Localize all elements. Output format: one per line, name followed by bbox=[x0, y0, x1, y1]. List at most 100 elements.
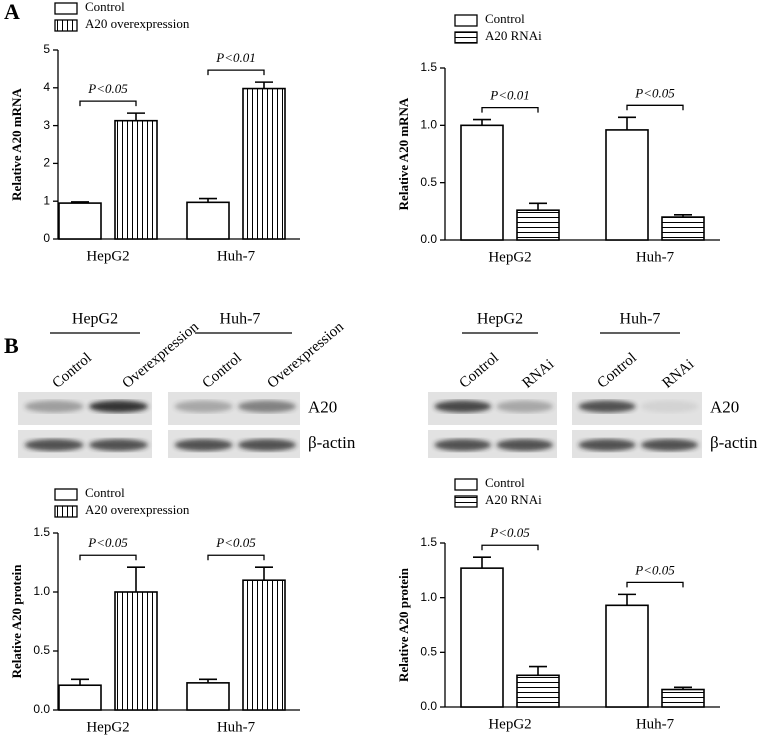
bar bbox=[114, 591, 158, 711]
bar bbox=[661, 216, 705, 241]
blot-row-label: A20 bbox=[710, 397, 739, 416]
y-tick-label: 1.0 bbox=[33, 584, 50, 598]
y-axis-label: Relative A20 mRNA bbox=[9, 88, 24, 201]
y-axis-label: Relative A20 mRNA bbox=[396, 97, 411, 210]
legend-label: A20 RNAi bbox=[485, 28, 542, 43]
bar bbox=[460, 567, 504, 708]
y-tick-label: 0.5 bbox=[420, 645, 437, 659]
blot-band bbox=[578, 400, 636, 413]
significance-bracket bbox=[207, 69, 265, 76]
lane-label: RNAi bbox=[519, 356, 557, 391]
significance-label: P<0.05 bbox=[634, 562, 675, 577]
lane-label: Control bbox=[199, 350, 244, 392]
significance-bracket bbox=[79, 100, 137, 107]
y-axis-label: Relative A20 protein bbox=[9, 564, 24, 679]
legend-swatch bbox=[54, 488, 78, 501]
x-tick-label: Huh-7 bbox=[217, 248, 256, 264]
y-tick-label: 1.5 bbox=[420, 535, 437, 549]
bar bbox=[242, 87, 286, 240]
blot-band bbox=[496, 400, 554, 413]
y-tick-label: 5 bbox=[43, 42, 50, 56]
legend-label: A20 RNAi bbox=[485, 492, 542, 507]
x-tick-label: Huh-7 bbox=[636, 249, 675, 265]
significance-label: P<0.05 bbox=[87, 81, 128, 96]
significance-bracket bbox=[481, 106, 539, 113]
lane-label: Control bbox=[456, 350, 501, 392]
bar bbox=[460, 124, 504, 241]
y-tick-label: 1.0 bbox=[420, 118, 437, 132]
panel-label: B bbox=[4, 333, 19, 358]
bar bbox=[605, 604, 649, 708]
y-tick-label: 4 bbox=[43, 80, 50, 94]
legend-label: A20 overexpression bbox=[85, 16, 190, 31]
bar bbox=[186, 682, 230, 711]
legend-label: A20 overexpression bbox=[85, 502, 190, 517]
significance-bracket bbox=[79, 554, 137, 561]
blot-group-label: HepG2 bbox=[477, 311, 523, 328]
y-tick-label: 0.5 bbox=[420, 175, 437, 189]
significance-label: P<0.01 bbox=[215, 50, 255, 65]
blot-row-label: β-actin bbox=[710, 433, 758, 452]
legend-swatch bbox=[454, 31, 478, 44]
bar bbox=[114, 119, 158, 240]
significance-bracket bbox=[207, 554, 265, 561]
legend-swatch bbox=[54, 19, 78, 32]
y-tick-label: 1.5 bbox=[33, 525, 50, 539]
lane-label: RNAi bbox=[659, 356, 697, 391]
significance-label: P<0.01 bbox=[489, 88, 529, 103]
bar bbox=[242, 579, 286, 711]
lane-label: Overexpression bbox=[264, 319, 347, 392]
lane-label: Control bbox=[594, 350, 639, 392]
x-tick-label: HepG2 bbox=[488, 249, 531, 265]
bar bbox=[661, 688, 705, 708]
blot-band bbox=[174, 439, 233, 451]
y-tick-label: 1.0 bbox=[420, 590, 437, 604]
legend-swatch bbox=[54, 2, 78, 15]
blot-row-label: A20 bbox=[308, 397, 337, 416]
legend-label: Control bbox=[85, 485, 125, 500]
legend-label: Control bbox=[85, 0, 125, 14]
blot-band bbox=[174, 400, 233, 413]
blot-row-label: β-actin bbox=[308, 433, 356, 452]
blot-band bbox=[24, 439, 84, 451]
x-tick-label: Huh-7 bbox=[636, 716, 675, 732]
x-tick-label: HepG2 bbox=[86, 248, 129, 264]
significance-bracket bbox=[481, 544, 539, 551]
legend-label: Control bbox=[485, 475, 525, 490]
bar bbox=[58, 684, 102, 711]
y-axis-label: Relative A20 protein bbox=[396, 567, 411, 682]
y-tick-label: 0.0 bbox=[420, 232, 437, 246]
significance-bracket bbox=[626, 581, 684, 588]
x-tick-label: HepG2 bbox=[488, 716, 531, 732]
significance-label: P<0.05 bbox=[634, 85, 675, 100]
blot-band bbox=[496, 439, 554, 451]
bar bbox=[516, 674, 560, 708]
x-tick-label: HepG2 bbox=[86, 719, 129, 735]
y-tick-label: 0.5 bbox=[33, 643, 50, 657]
y-tick-label: 0.0 bbox=[33, 702, 50, 716]
bar bbox=[516, 209, 560, 241]
significance-label: P<0.05 bbox=[489, 525, 530, 540]
blot-group-label: HepG2 bbox=[72, 311, 118, 328]
bar bbox=[186, 201, 230, 240]
legend-label: Control bbox=[485, 11, 525, 26]
y-tick-label: 0.0 bbox=[420, 699, 437, 713]
bar bbox=[58, 202, 102, 240]
legend-swatch bbox=[454, 478, 478, 491]
blot-band bbox=[640, 439, 699, 451]
blot-group-label: Huh-7 bbox=[620, 311, 661, 328]
panel-label: A bbox=[4, 0, 20, 24]
blot-band bbox=[640, 400, 699, 413]
legend-swatch bbox=[454, 14, 478, 27]
lane-label: Control bbox=[49, 350, 94, 392]
x-tick-label: Huh-7 bbox=[217, 719, 256, 735]
blot-band bbox=[24, 400, 84, 413]
y-tick-label: 3 bbox=[43, 118, 50, 132]
legend-swatch bbox=[54, 505, 78, 518]
blot-group-label: Huh-7 bbox=[220, 311, 261, 328]
blot-band bbox=[237, 439, 297, 451]
legend-swatch bbox=[454, 495, 478, 508]
significance-bracket bbox=[626, 104, 684, 111]
lane-label: Overexpression bbox=[119, 319, 202, 392]
